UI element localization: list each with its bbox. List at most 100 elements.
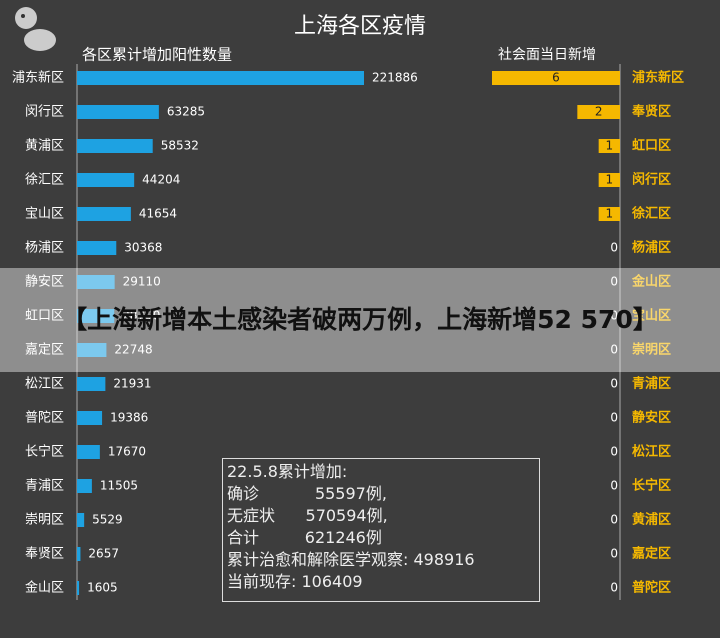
value-label: 0 bbox=[610, 479, 618, 493]
category-label: 静安区 bbox=[632, 410, 671, 426]
category-label: 普陀区 bbox=[632, 580, 671, 596]
value-label: 1 bbox=[606, 207, 614, 221]
category-label: 杨浦区 bbox=[632, 240, 671, 256]
category-label: 闵行区 bbox=[632, 172, 671, 188]
category-label: 静安区 bbox=[25, 275, 64, 290]
bar bbox=[77, 343, 107, 357]
value-label: 1 bbox=[606, 139, 614, 153]
value-label: 0 bbox=[610, 343, 618, 357]
title: 上海各区疫情 bbox=[294, 14, 426, 39]
value-label: 63285 bbox=[167, 105, 205, 119]
value-label: 5529 bbox=[92, 513, 123, 527]
value-label: 41654 bbox=[139, 207, 177, 221]
value-label: 221886 bbox=[372, 71, 418, 85]
bar bbox=[577, 105, 620, 119]
right-chart-title: 社会面当日新增 bbox=[498, 47, 596, 63]
value-label: 1605 bbox=[87, 581, 118, 595]
category-label: 普陀区 bbox=[25, 410, 64, 426]
category-label: 黄浦区 bbox=[632, 512, 671, 528]
category-label: 崇明区 bbox=[632, 342, 671, 358]
summary-line: 无症状 570594例, bbox=[227, 506, 388, 525]
bar bbox=[77, 547, 81, 561]
category-label: 金山区 bbox=[25, 580, 64, 596]
category-label: 黄浦区 bbox=[25, 139, 64, 154]
category-label: 闵行区 bbox=[25, 105, 64, 120]
bar bbox=[77, 207, 131, 221]
value-label: 0 bbox=[610, 275, 618, 289]
category-label: 金山区 bbox=[631, 274, 671, 290]
summary-line: 确诊 55597例, bbox=[227, 484, 387, 503]
value-label: 21931 bbox=[113, 377, 151, 391]
category-label: 长宁区 bbox=[632, 478, 671, 494]
bar bbox=[598, 139, 620, 153]
value-label: 0 bbox=[610, 309, 618, 323]
bar bbox=[598, 207, 620, 221]
value-label: 11505 bbox=[100, 479, 138, 493]
bar bbox=[77, 479, 92, 493]
value-label: 2 bbox=[595, 105, 603, 119]
value-label: 22748 bbox=[114, 343, 152, 357]
category-label: 虹口区 bbox=[632, 138, 671, 154]
category-label: 嘉定区 bbox=[631, 546, 671, 562]
value-label: 30368 bbox=[124, 241, 162, 255]
category-label: 虹口区 bbox=[25, 309, 64, 324]
category-label: 崇明区 bbox=[25, 513, 64, 528]
value-label: 1 bbox=[606, 173, 614, 187]
bar bbox=[77, 411, 103, 425]
value-label: 0 bbox=[610, 581, 618, 595]
bar bbox=[492, 71, 620, 85]
value-label: 58532 bbox=[161, 139, 199, 153]
value-label: 0 bbox=[610, 445, 618, 459]
category-label: 杨浦区 bbox=[25, 241, 64, 256]
category-label: 徐汇区 bbox=[631, 206, 671, 222]
value-label: 6 bbox=[552, 71, 560, 85]
category-label: 青浦区 bbox=[25, 479, 64, 494]
summary-line: 当前现存: 106409 bbox=[227, 572, 363, 591]
category-label: 浦东新区 bbox=[632, 70, 684, 86]
category-label: 奉贤区 bbox=[631, 104, 671, 120]
value-label: 0 bbox=[610, 241, 618, 255]
value-label: 2657 bbox=[88, 547, 119, 561]
bar bbox=[77, 581, 80, 595]
bar bbox=[77, 71, 364, 85]
category-label: 松江区 bbox=[632, 444, 671, 460]
category-label: 宝山区 bbox=[25, 207, 64, 222]
bar bbox=[77, 139, 153, 153]
category-label: 奉贤区 bbox=[25, 547, 64, 562]
bar bbox=[77, 513, 85, 527]
category-label: 浦东新区 bbox=[12, 70, 64, 86]
value-label: 19386 bbox=[110, 411, 148, 425]
value-label: 0 bbox=[610, 411, 618, 425]
value-label: 0 bbox=[610, 547, 618, 561]
left-chart-title: 各区累计增加阳性数量 bbox=[82, 46, 232, 64]
banner-text: 【上海新增本土感染者破两万例，上海新增52 570】 bbox=[62, 305, 658, 334]
bar bbox=[77, 377, 106, 391]
summary-line: 累计治愈和解除医学观察: 498916 bbox=[227, 550, 475, 569]
category-label: 宝山区 bbox=[632, 308, 671, 324]
bar bbox=[77, 445, 100, 459]
value-label: 0 bbox=[610, 377, 618, 391]
category-label: 嘉定区 bbox=[25, 343, 64, 358]
summary-line: 22.5.8累计增加: bbox=[227, 462, 348, 481]
bar bbox=[598, 173, 620, 187]
bar bbox=[77, 275, 115, 289]
category-label: 青浦区 bbox=[632, 376, 671, 392]
bar bbox=[77, 309, 115, 323]
category-label: 徐汇区 bbox=[25, 173, 64, 188]
banner: 【上海新增本土感染者破两万例，上海新增52 570】 bbox=[0, 268, 720, 372]
value-label: 28790 bbox=[122, 309, 160, 323]
bar bbox=[77, 241, 117, 255]
category-label: 长宁区 bbox=[25, 444, 64, 460]
value-label: 29110 bbox=[123, 275, 161, 289]
value-label: 0 bbox=[610, 513, 618, 527]
category-label: 松江区 bbox=[25, 377, 64, 392]
bar bbox=[77, 105, 159, 119]
value-label: 44204 bbox=[142, 173, 180, 187]
value-label: 17670 bbox=[108, 445, 146, 459]
logo bbox=[15, 7, 56, 51]
summary-box: 22.5.8累计增加: 确诊 55597例, 无症状 570594例, 合计 6212… bbox=[222, 458, 540, 602]
bar bbox=[77, 173, 135, 187]
summary-line: 合计 621246例 bbox=[227, 528, 382, 547]
